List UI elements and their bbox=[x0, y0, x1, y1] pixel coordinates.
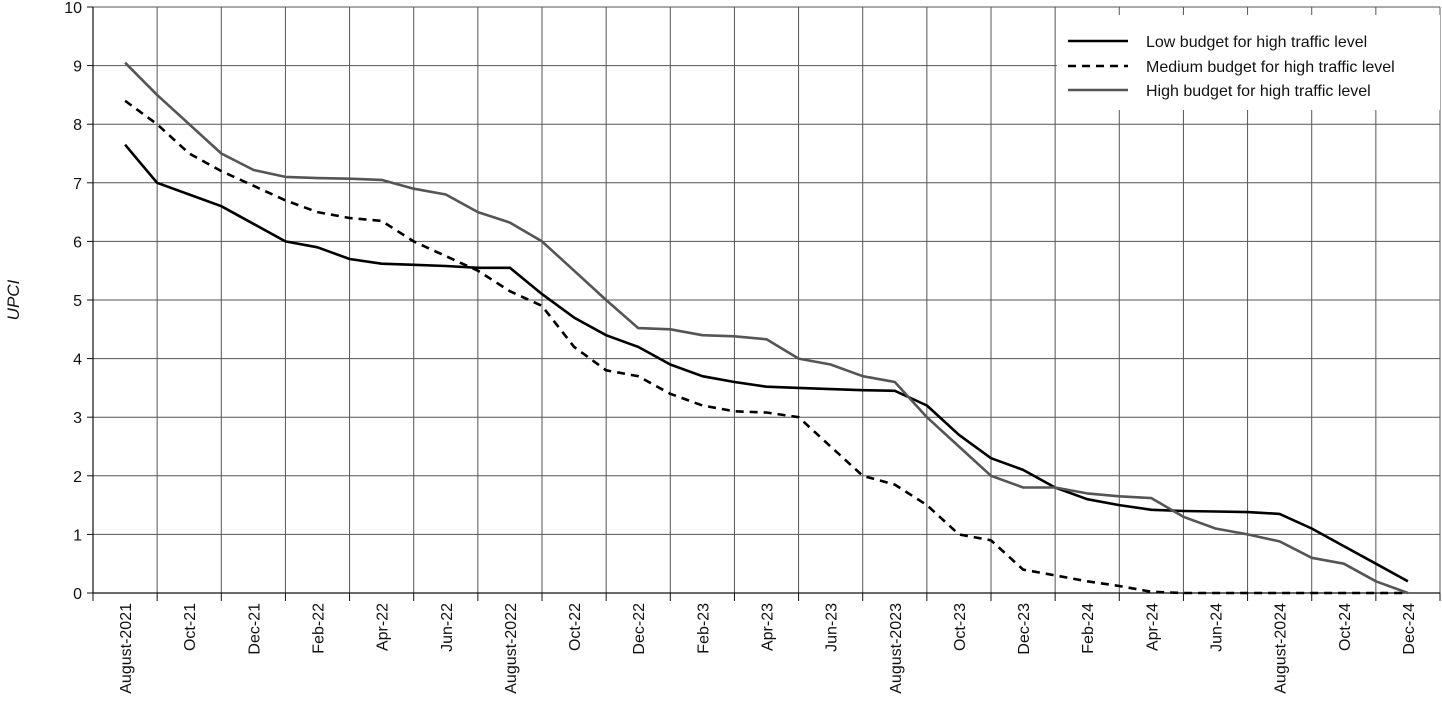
x-tick-label: August-2021 bbox=[118, 603, 135, 694]
y-tick-label: 4 bbox=[73, 352, 82, 369]
x-tick-label: Dec-23 bbox=[1016, 603, 1033, 655]
y-tick-label: 3 bbox=[73, 410, 82, 427]
y-tick-label: 8 bbox=[73, 117, 82, 134]
legend-box bbox=[1057, 15, 1440, 110]
series-line-2 bbox=[124, 99, 1408, 595]
x-tick-label: Feb-24 bbox=[1080, 603, 1097, 654]
y-tick-label: 2 bbox=[73, 469, 82, 486]
legend: Low budget for high traffic level Medium … bbox=[1057, 15, 1440, 110]
x-tick-label: August-2024 bbox=[1273, 603, 1290, 694]
x-tick-label: Dec-21 bbox=[246, 603, 263, 655]
y-tick-label: 10 bbox=[64, 0, 82, 17]
x-tick-label: Feb-23 bbox=[695, 603, 712, 654]
x-tick-label: Apr-23 bbox=[760, 603, 777, 651]
x-tick-label: Oct-21 bbox=[182, 603, 199, 651]
legend-label-3: High budget for high traffic level bbox=[1146, 83, 1371, 100]
x-tick-label: Oct-23 bbox=[952, 603, 969, 651]
x-tick-label: Jun-24 bbox=[1209, 603, 1226, 652]
y-tick-label: 6 bbox=[73, 234, 82, 251]
y-tick-label: 0 bbox=[73, 586, 82, 603]
y-tick-label: 1 bbox=[73, 527, 82, 544]
x-tick-label: Dec-24 bbox=[1401, 603, 1418, 655]
legend-label-2: Medium budget for high traffic level bbox=[1146, 59, 1395, 76]
x-tick-labels: August-2021 Oct-21 Dec-21 Feb-22 Apr-22 Jun-2… bbox=[118, 603, 1418, 694]
x-tick-label: August-2022 bbox=[503, 603, 520, 694]
series-line-3 bbox=[124, 61, 1409, 595]
y-tick-label: 5 bbox=[73, 293, 82, 310]
y-axis-label: UPCI bbox=[4, 279, 23, 320]
x-tick-label: August-2023 bbox=[888, 603, 905, 694]
x-tick-label: Oct-22 bbox=[567, 603, 584, 651]
legend-label-1: Low budget for high traffic level bbox=[1146, 34, 1367, 51]
series-lines bbox=[124, 61, 1409, 595]
y-tick-label: 9 bbox=[73, 59, 82, 76]
y-tick-label: 7 bbox=[73, 176, 82, 193]
x-tick-label: Oct-24 bbox=[1337, 603, 1354, 651]
x-tick-label: Feb-22 bbox=[311, 603, 328, 654]
series-line-1 bbox=[124, 143, 1409, 583]
x-tick-label: Jun-22 bbox=[439, 603, 456, 652]
x-tick-label: Apr-22 bbox=[375, 603, 392, 651]
y-tick-labels: 0 1 2 3 4 5 6 7 8 9 10 bbox=[64, 0, 82, 603]
x-tick-label: Apr-24 bbox=[1144, 603, 1161, 651]
x-tick-label: Dec-22 bbox=[631, 603, 648, 655]
x-tick-label: Jun-23 bbox=[824, 603, 841, 652]
